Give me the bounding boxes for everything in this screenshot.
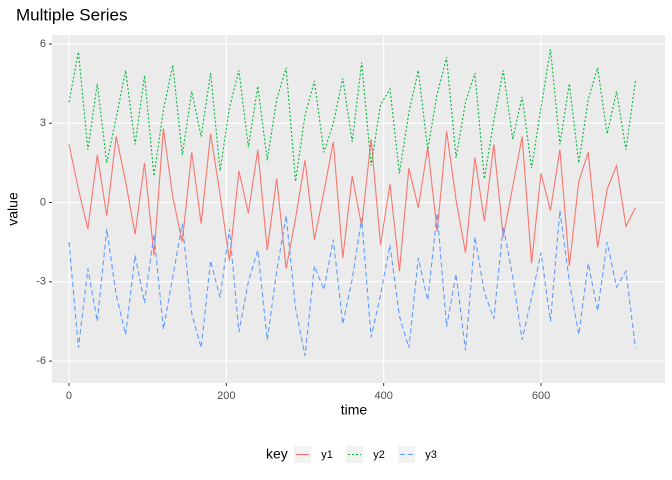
legend-key bbox=[346, 446, 363, 463]
y-axis-title: value bbox=[5, 192, 21, 226]
y-tick-label: 6 bbox=[40, 38, 46, 50]
legend-label: y2 bbox=[373, 449, 385, 461]
y-tick-label: 3 bbox=[40, 117, 46, 129]
legend-key bbox=[398, 446, 415, 463]
series-line bbox=[68, 128, 636, 272]
series-line bbox=[68, 210, 636, 356]
x-tick-label: 0 bbox=[66, 390, 72, 402]
legend-label: y1 bbox=[321, 449, 333, 461]
x-tick-label: 600 bbox=[532, 390, 550, 402]
x-tick-label: 200 bbox=[217, 390, 235, 402]
y-tick-label: -6 bbox=[36, 355, 46, 367]
series-line bbox=[68, 49, 636, 182]
x-tick-label: 400 bbox=[374, 390, 392, 402]
legend-label: y3 bbox=[425, 449, 437, 461]
y-tick-label: -3 bbox=[36, 276, 46, 288]
chart-title: Multiple Series bbox=[16, 5, 128, 24]
y-tick-label: 0 bbox=[40, 196, 46, 208]
x-axis-title: time bbox=[341, 402, 368, 418]
legend-title: key bbox=[266, 446, 288, 462]
